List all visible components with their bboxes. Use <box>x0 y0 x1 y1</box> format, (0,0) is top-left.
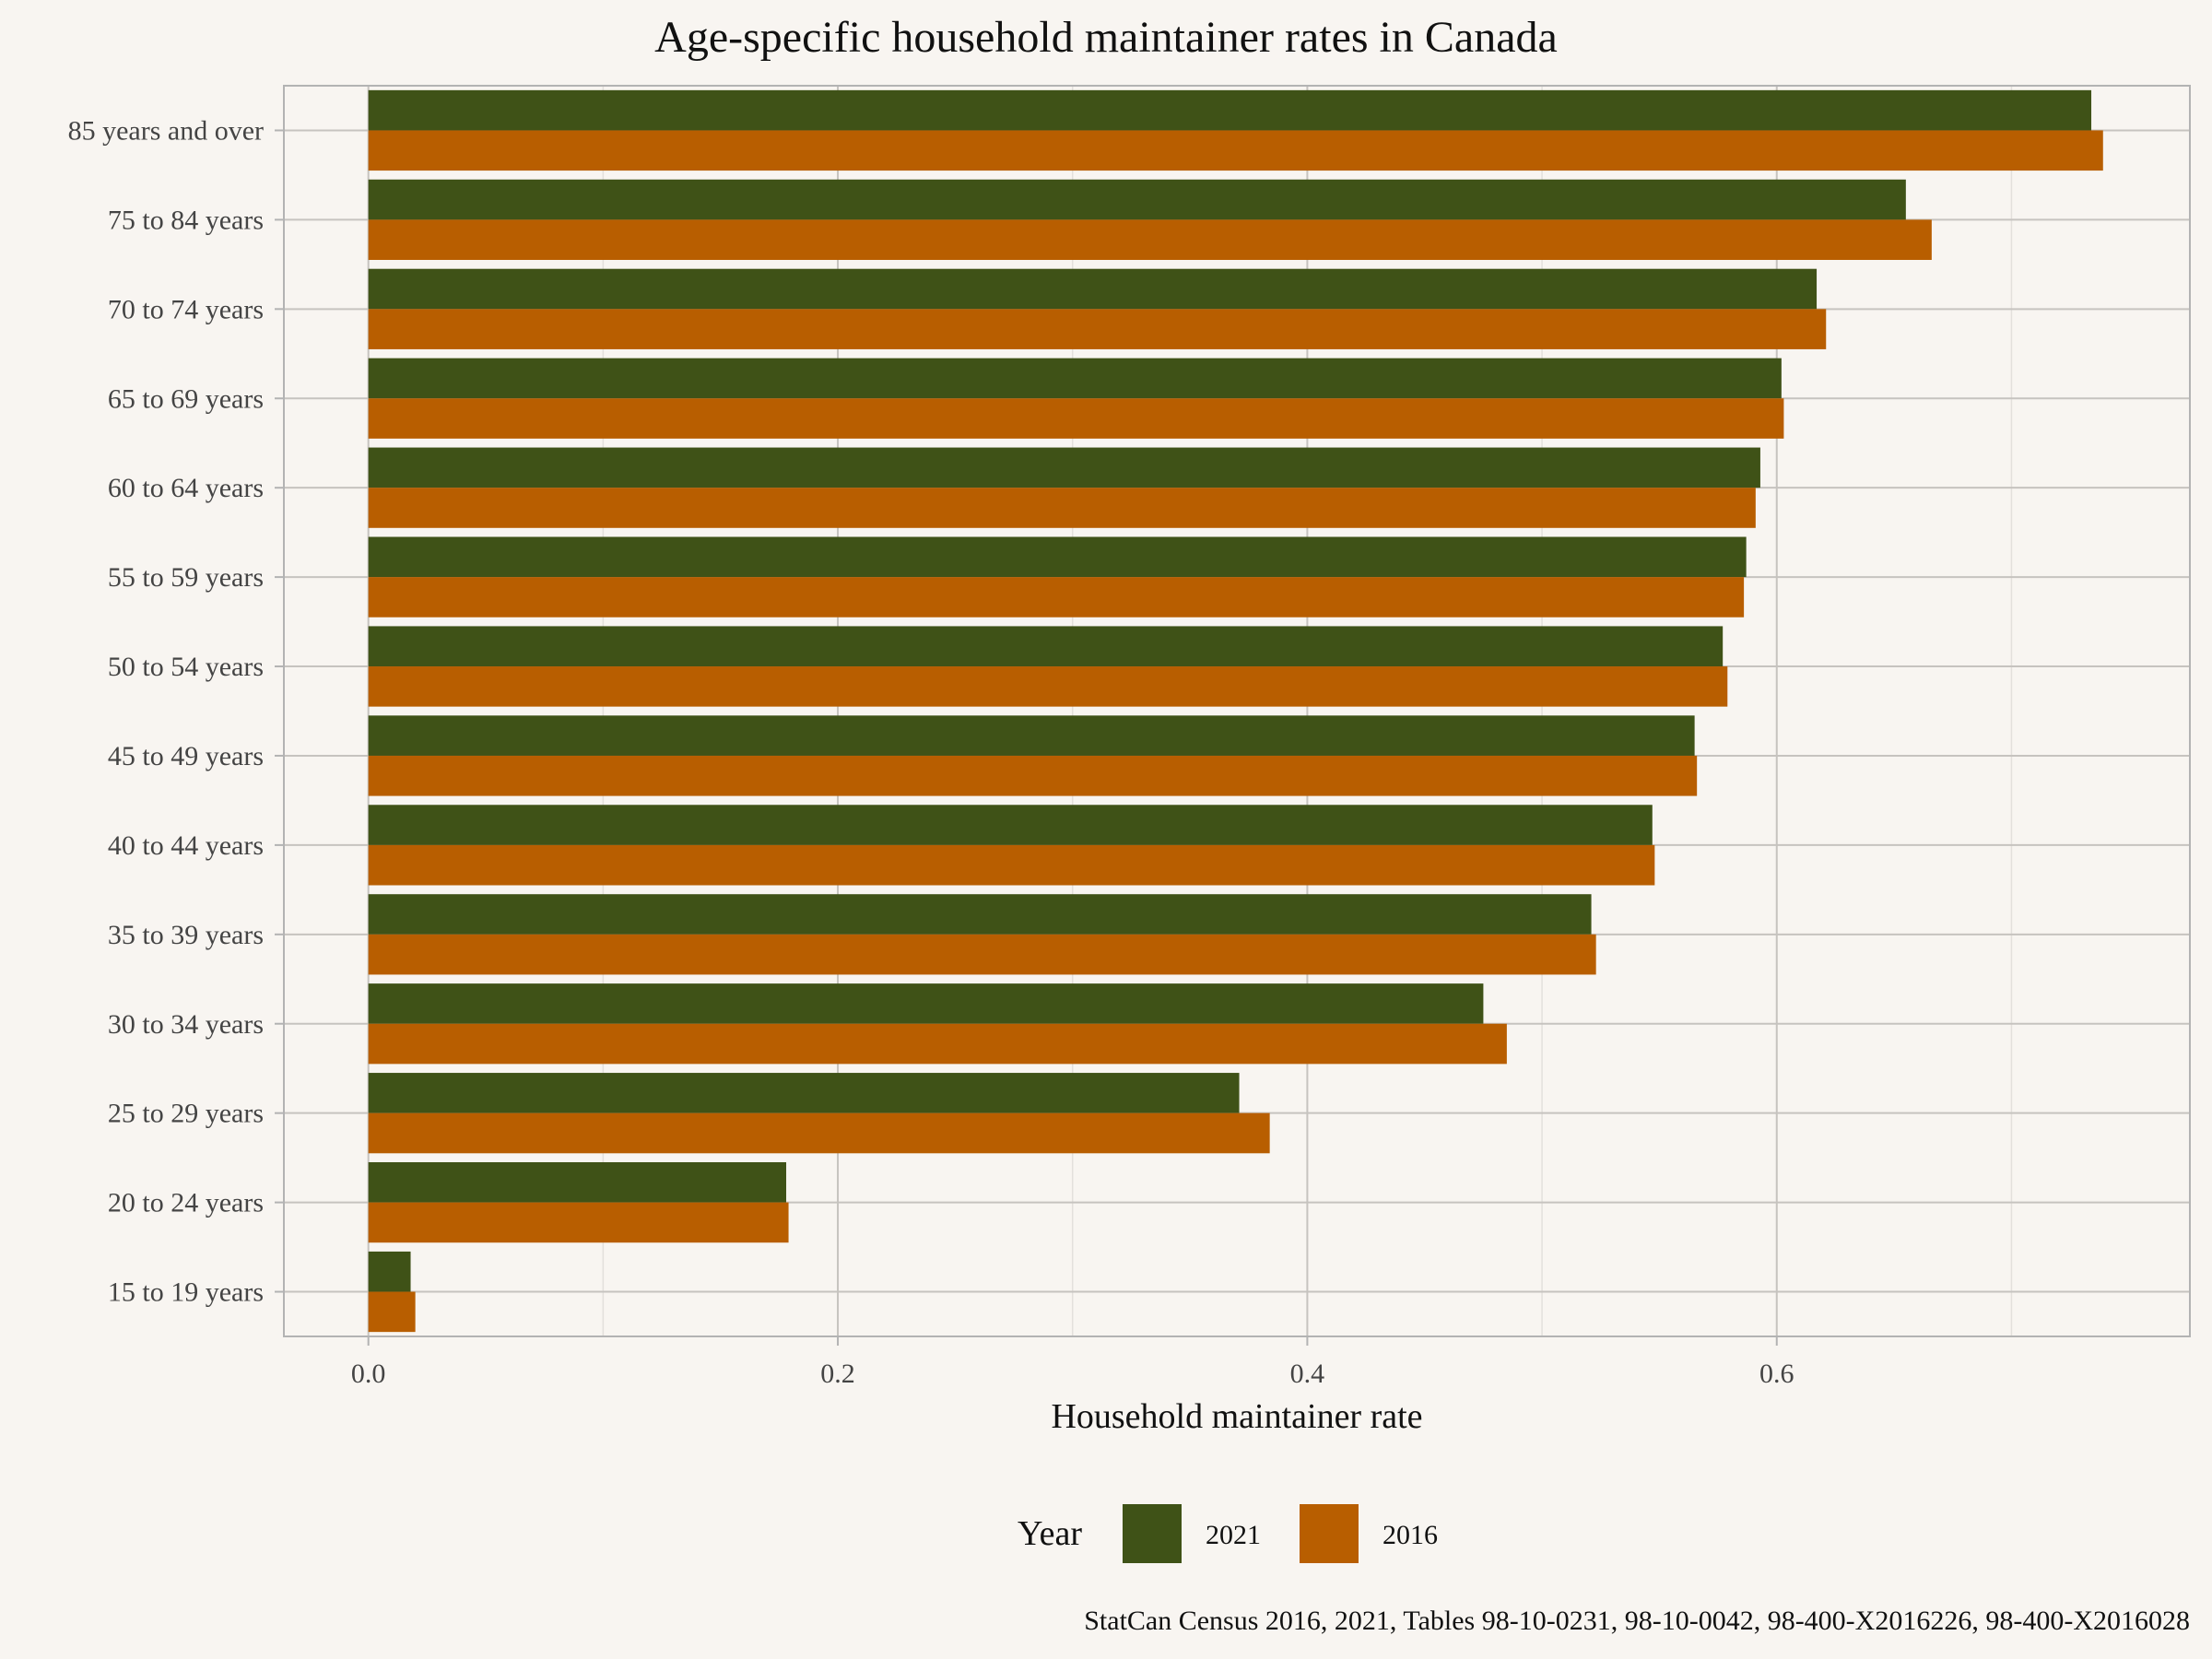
legend-label-2021: 2021 <box>1206 1520 1261 1550</box>
legend-label-2016: 2016 <box>1382 1520 1438 1550</box>
bar-2021 <box>368 983 1484 1024</box>
y-tick-label: 40 to 44 years <box>108 830 264 861</box>
bar-2016 <box>368 1202 789 1243</box>
bars <box>368 89 2103 1333</box>
y-tick-label: 85 years and over <box>68 115 264 146</box>
legend-title: Year <box>1018 1514 1082 1553</box>
bar-2016 <box>368 1112 1270 1154</box>
y-tick-label: 25 to 29 years <box>108 1099 264 1129</box>
legend-key-2016 <box>1300 1504 1359 1563</box>
bar-2016 <box>368 130 2103 171</box>
x-axis-title: Household maintainer rate <box>1051 1397 1422 1436</box>
y-axis-labels: 85 years and over 75 to 84 years 70 to 74 … <box>68 115 284 1308</box>
bar-2016 <box>368 398 1784 439</box>
x-axis-labels: 0.0 0.2 0.4 0.6 <box>351 1336 1794 1389</box>
bar-2021 <box>368 626 1724 667</box>
y-tick-label: 65 to 69 years <box>108 383 264 414</box>
y-tick-label: 30 to 34 years <box>108 1009 264 1040</box>
y-tick-label: 55 to 59 years <box>108 562 264 593</box>
bar-2021 <box>368 1161 787 1203</box>
bar-2016 <box>368 219 1932 261</box>
x-tick-label: 0.2 <box>820 1359 855 1389</box>
bar-2016 <box>368 1291 416 1333</box>
bar-2016 <box>368 488 1756 528</box>
bar-2021 <box>368 358 1782 399</box>
y-tick-label: 15 to 19 years <box>108 1277 264 1308</box>
y-tick-label: 45 to 49 years <box>108 741 264 771</box>
legend-key-2021 <box>1123 1504 1182 1563</box>
bar-2021 <box>368 447 1760 488</box>
y-tick-label: 20 to 24 years <box>108 1188 264 1218</box>
y-tick-label: 60 to 64 years <box>108 473 264 503</box>
bar-2021 <box>368 536 1747 578</box>
y-tick-label: 50 to 54 years <box>108 652 264 682</box>
x-tick-label: 0.4 <box>1290 1359 1325 1389</box>
panel-border <box>283 85 2191 1337</box>
x-tick-label: 0.6 <box>1759 1359 1794 1389</box>
y-tick-label: 75 to 84 years <box>108 205 264 235</box>
bar-2021 <box>368 1251 411 1292</box>
bar-2016 <box>368 755 1698 796</box>
bar-2016 <box>368 934 1596 975</box>
x-tick-label: 0.0 <box>351 1359 386 1389</box>
bar-2016 <box>368 844 1655 886</box>
y-tick-label: 70 to 74 years <box>108 294 264 324</box>
legend: Year 2021 2016 <box>1018 1504 1438 1563</box>
bar-2021 <box>368 805 1653 845</box>
bar-2016 <box>368 577 1745 618</box>
bar-2016 <box>368 1023 1507 1065</box>
bar-2021 <box>368 894 1592 935</box>
bar-2021 <box>368 179 1906 220</box>
caption: StatCan Census 2016, 2021, Tables 98-10-… <box>1084 1606 2190 1636</box>
bar-2016 <box>368 309 1827 349</box>
bar-2016 <box>368 666 1728 707</box>
chart-title: Age-specific household maintainer rates … <box>654 13 1558 62</box>
bar-2021 <box>368 268 1818 310</box>
bar-2021 <box>368 89 2092 131</box>
bar-2021 <box>368 1073 1240 1113</box>
bar-2021 <box>368 715 1695 756</box>
y-tick-label: 35 to 39 years <box>108 920 264 950</box>
